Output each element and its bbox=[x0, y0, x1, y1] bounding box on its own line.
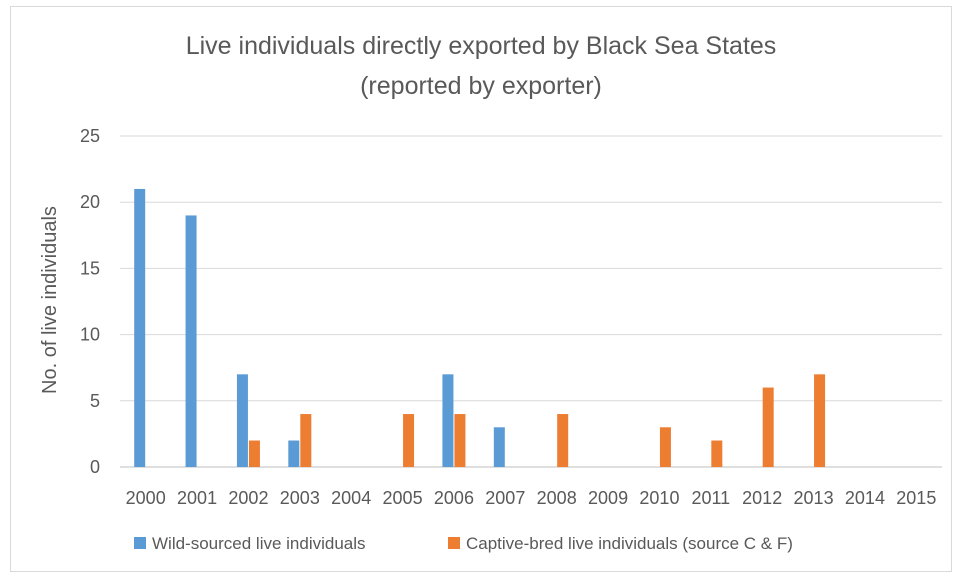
bar-captive-2010 bbox=[659, 427, 671, 467]
legend-swatch-captive bbox=[448, 537, 460, 549]
bar-captive-2011 bbox=[711, 440, 723, 467]
x-tick-label: 2004 bbox=[331, 488, 371, 508]
y-tick-label: 20 bbox=[80, 192, 100, 212]
bar-captive-2006 bbox=[454, 414, 466, 467]
y-tick-label: 10 bbox=[80, 325, 100, 345]
x-tick-label: 2012 bbox=[742, 488, 782, 508]
bar-wild-2006 bbox=[442, 374, 454, 467]
x-tick-label: 2007 bbox=[485, 488, 525, 508]
x-tick-label: 2014 bbox=[845, 488, 885, 508]
x-tick-label: 2015 bbox=[896, 488, 936, 508]
x-axis-ticks: 2000 2001 2002 2003 2004 2005 2006 2007 2008 2009… bbox=[126, 488, 937, 508]
x-tick-label: 2011 bbox=[691, 488, 730, 508]
bar-captive-2012 bbox=[762, 387, 774, 467]
legend-label-captive: Captive-bred live individuals (source C … bbox=[466, 534, 793, 553]
y-axis-label: No. of live individuals bbox=[39, 206, 61, 394]
bar-wild-2001 bbox=[185, 215, 197, 467]
x-tick-label: 2005 bbox=[383, 488, 423, 508]
bar-wild-2000 bbox=[134, 188, 146, 467]
y-tick-label: 5 bbox=[90, 391, 100, 411]
x-tick-label: 2003 bbox=[280, 488, 320, 508]
bar-captive-2002 bbox=[248, 440, 260, 467]
y-tick-label: 0 bbox=[90, 457, 100, 477]
bars bbox=[134, 188, 826, 467]
x-tick-label: 2009 bbox=[588, 488, 628, 508]
chart-subtitle: (reported by exporter) bbox=[360, 72, 602, 100]
y-axis-ticks: 0 5 10 15 20 25 bbox=[80, 126, 100, 477]
bar-wild-2003 bbox=[288, 440, 300, 467]
legend: Wild-sourced live individuals Captive-br… bbox=[134, 534, 793, 553]
bar-captive-2008 bbox=[557, 414, 569, 467]
x-tick-label: 2002 bbox=[228, 488, 268, 508]
legend-swatch-wild bbox=[134, 537, 146, 549]
y-tick-label: 25 bbox=[80, 126, 100, 146]
bar-captive-2013 bbox=[814, 374, 826, 467]
x-tick-label: 2008 bbox=[537, 488, 577, 508]
bar-wild-2007 bbox=[493, 427, 505, 467]
legend-label-wild: Wild-sourced live individuals bbox=[152, 534, 366, 553]
bar-captive-2005 bbox=[403, 414, 415, 467]
x-tick-label: 2006 bbox=[434, 488, 474, 508]
x-tick-label: 2000 bbox=[126, 488, 166, 508]
bar-wild-2002 bbox=[236, 374, 248, 467]
chart-frame bbox=[10, 6, 952, 572]
x-tick-label: 2001 bbox=[177, 488, 217, 508]
x-tick-label: 2010 bbox=[639, 488, 679, 508]
chart-title: Live individuals directly exported by Bl… bbox=[186, 32, 777, 60]
bar-captive-2003 bbox=[300, 414, 312, 467]
y-tick-label: 15 bbox=[80, 258, 100, 278]
x-tick-label: 2013 bbox=[794, 488, 834, 508]
